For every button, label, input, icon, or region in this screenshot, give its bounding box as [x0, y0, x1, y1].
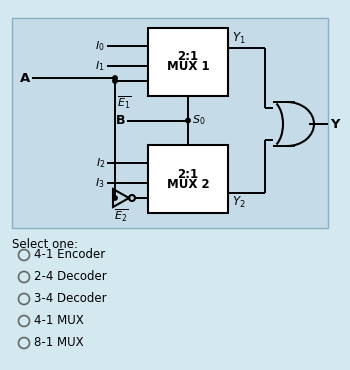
Circle shape: [186, 118, 190, 123]
Text: MUX 1: MUX 1: [167, 61, 209, 74]
Circle shape: [113, 76, 117, 80]
Text: 4-1 MUX: 4-1 MUX: [34, 314, 84, 327]
Text: $I_0$: $I_0$: [95, 39, 105, 53]
Text: $Y_1$: $Y_1$: [232, 31, 246, 46]
Text: 4-1 Encoder: 4-1 Encoder: [34, 249, 105, 262]
Text: 2:1: 2:1: [177, 168, 198, 181]
Bar: [12, 18, 328, 228]
Text: A: A: [20, 71, 30, 84]
Text: 3-4 Decoder: 3-4 Decoder: [34, 293, 107, 306]
Text: 2-4 Decoder: 2-4 Decoder: [34, 270, 107, 283]
Text: $S_0$: $S_0$: [192, 114, 205, 127]
Text: $I_2$: $I_2$: [96, 156, 105, 170]
Text: $I_3$: $I_3$: [96, 176, 105, 190]
Text: $I_1$: $I_1$: [96, 59, 105, 73]
Text: $Y_2$: $Y_2$: [232, 195, 246, 210]
Text: B: B: [116, 114, 125, 127]
Text: MUX 2: MUX 2: [167, 178, 209, 191]
Bar: [148, 145, 228, 213]
Circle shape: [113, 196, 117, 200]
Text: $\overline{E_1}$: $\overline{E_1}$: [117, 95, 131, 111]
Bar: [148, 28, 228, 96]
Circle shape: [113, 79, 117, 83]
Text: 8-1 MUX: 8-1 MUX: [34, 336, 84, 350]
Text: $\overline{E_2}$: $\overline{E_2}$: [114, 208, 128, 225]
Text: Select one:: Select one:: [12, 238, 78, 251]
Text: Y: Y: [330, 118, 339, 131]
Text: 2:1: 2:1: [177, 50, 198, 64]
